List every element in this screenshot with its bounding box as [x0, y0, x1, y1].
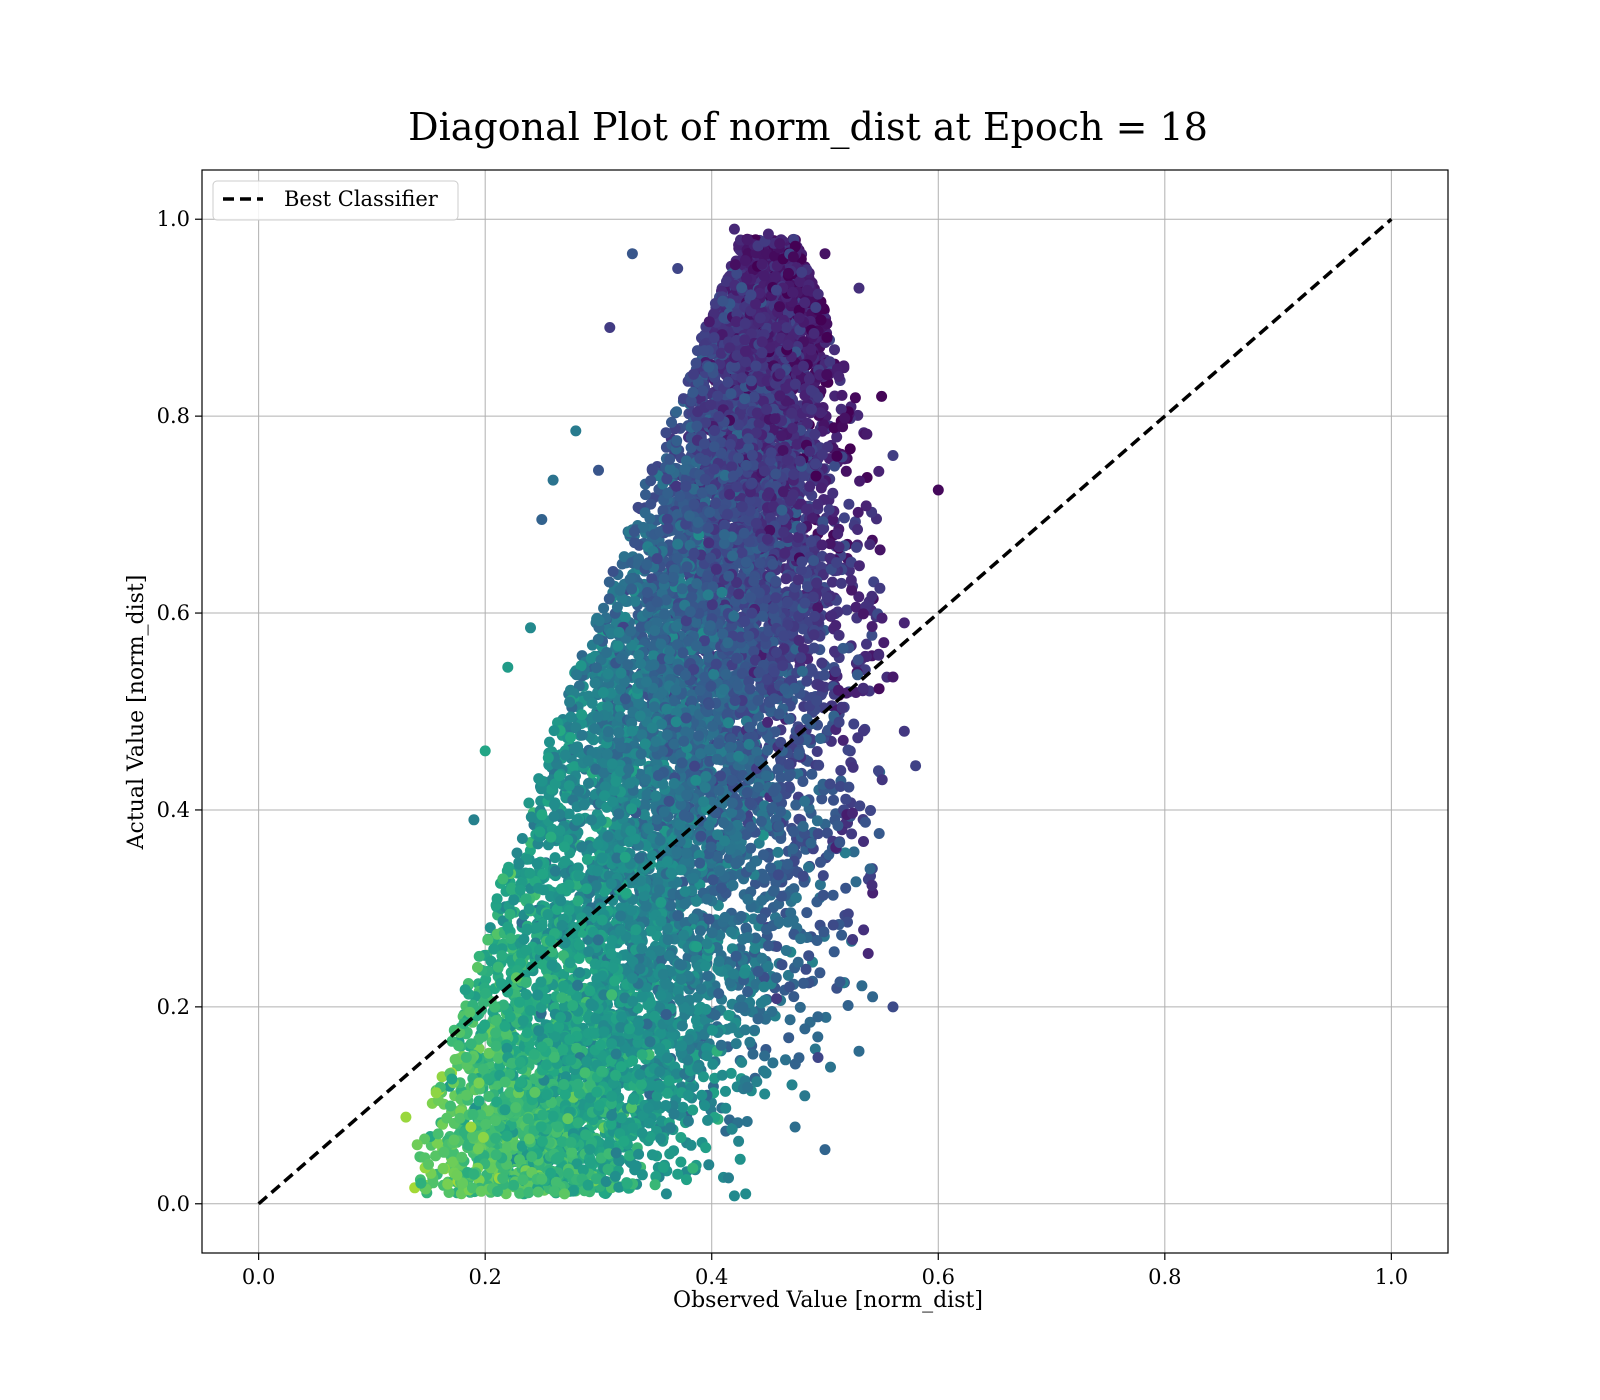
scatter-point: [873, 828, 885, 839]
scatter-point: [799, 1090, 811, 1102]
scatter-point: [866, 629, 878, 641]
scatter-point: [834, 781, 846, 792]
scatter-point: [816, 793, 828, 805]
scatter-point: [473, 950, 485, 962]
scatter-point: [828, 946, 840, 958]
scatter-point: [820, 1011, 832, 1023]
scatter-point: [480, 974, 492, 985]
scatter-point: [817, 870, 829, 882]
scatter-point: [861, 638, 872, 650]
scatter-point: [801, 907, 813, 919]
scatter-point: [750, 878, 761, 890]
scatter-point: [744, 1036, 756, 1048]
scatter-point: [794, 1001, 806, 1013]
scatter-point: [511, 847, 523, 859]
scatter-point: [799, 1023, 811, 1035]
scatter-point: [873, 465, 885, 477]
scatter-point: [786, 1079, 798, 1091]
scatter-point: [797, 977, 809, 989]
chart-title: Diagonal Plot of norm_dist at Epoch = 18: [408, 105, 1208, 150]
scatter-point: [723, 1172, 734, 1184]
scatter-point: [780, 945, 792, 956]
scatter-point: [784, 1014, 796, 1026]
scatter-point: [675, 1156, 687, 1168]
scatter-point: [813, 759, 825, 771]
scatter-point: [867, 991, 879, 1003]
scatter-point: [831, 431, 843, 443]
scatter-point: [866, 879, 878, 891]
scatter-point: [827, 889, 839, 901]
scatter-point: [789, 1121, 801, 1133]
scatter-point: [725, 1067, 737, 1079]
scatter-point: [814, 967, 826, 979]
scatter-point: [836, 702, 848, 714]
scatter-point: [850, 876, 862, 888]
scatter-point: [544, 736, 555, 748]
scatter-point: [733, 1135, 745, 1147]
scatter-point: [523, 797, 535, 809]
scatter-point: [760, 1067, 772, 1079]
scatter-point: [838, 512, 850, 524]
scatter-point: [788, 991, 800, 1003]
scatter-point: [724, 1114, 735, 1126]
scatter-point: [814, 879, 826, 891]
scatter-point: [864, 539, 876, 550]
scatter-point: [549, 852, 561, 864]
scatter-point: [848, 718, 860, 730]
scatter-point: [856, 980, 868, 992]
scatter-point: [844, 443, 856, 455]
scatter-point: [853, 591, 865, 603]
scatter-point: [780, 1054, 791, 1066]
scatter-point: [598, 602, 610, 614]
scatter-point: [826, 576, 838, 588]
scatter-point: [484, 922, 496, 934]
scatter-point: [861, 428, 873, 440]
scatter-point: [448, 1147, 459, 1159]
scatter-point: [850, 601, 862, 613]
scatter-point: [803, 950, 815, 962]
scatter-point: [783, 1032, 795, 1044]
scatter-point: [687, 1104, 699, 1116]
scatter-point: [847, 934, 859, 945]
scatter-point: [772, 846, 784, 858]
scatter-point: [811, 815, 823, 827]
scatter-point: [825, 1061, 836, 1073]
scatter-point: [734, 1153, 746, 1165]
scatter-point: [806, 768, 818, 780]
scatter-point: [748, 913, 760, 925]
scatter-point: [677, 1101, 689, 1113]
scatter-point: [846, 584, 858, 596]
scatter-point: [843, 498, 855, 510]
scatter-point: [812, 1052, 824, 1063]
scatter-point: [835, 765, 847, 776]
scatter-point: [836, 929, 848, 941]
scatter-point: [745, 842, 757, 854]
scatter-point: [797, 776, 809, 787]
scatter-point: [848, 846, 860, 858]
scatter-point: [842, 908, 854, 920]
scatter-point: [841, 604, 853, 616]
scatter-point: [843, 781, 855, 793]
scatter-point: [808, 642, 820, 654]
